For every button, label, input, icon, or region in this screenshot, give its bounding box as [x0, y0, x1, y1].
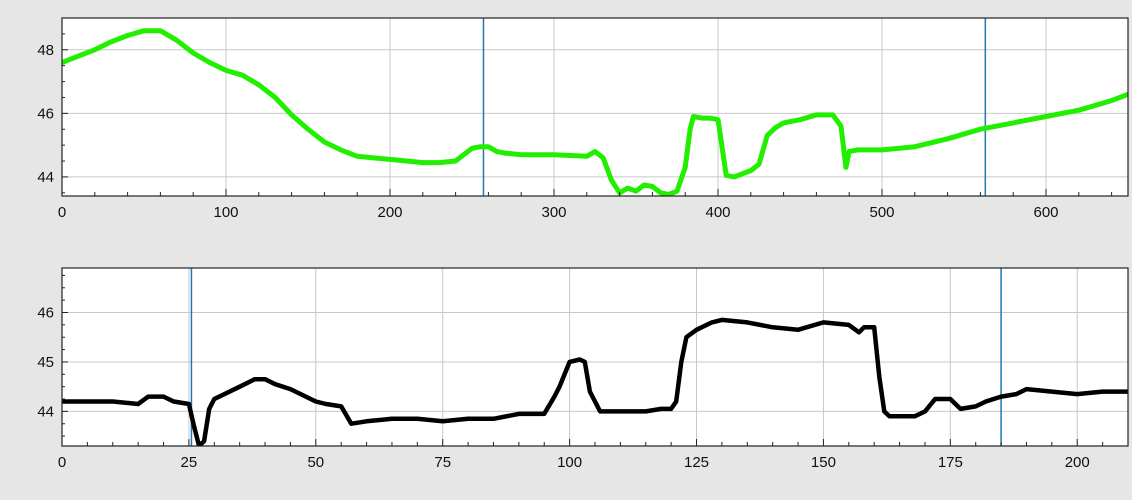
x-tick-label: 175: [938, 454, 963, 471]
y-tick-label: 48: [37, 42, 54, 59]
y-tick-label: 46: [37, 305, 54, 322]
x-tick-label: 125: [684, 454, 709, 471]
x-tick-label: 600: [1033, 204, 1058, 221]
x-tick-label: 200: [377, 204, 402, 221]
chart-panel-2: 0 25 50 75 100 125 150 175 200 44 45 46: [37, 267, 1129, 471]
x-tick-label: 75: [434, 454, 451, 471]
x-tick-label: 300: [541, 204, 566, 221]
plot-area: [62, 268, 1128, 446]
x-tick-label: 25: [181, 454, 198, 471]
y-tick-label: 45: [37, 354, 54, 371]
x-tick-label: 400: [705, 204, 730, 221]
y-tick-label: 44: [37, 403, 54, 420]
plot-border: [61, 17, 1129, 197]
x-tick-label: 50: [307, 454, 324, 471]
x-tick-label: 200: [1065, 454, 1090, 471]
plot-area: [62, 18, 1128, 196]
x-tick-label: 500: [869, 204, 894, 221]
x-tick-label: 100: [557, 454, 582, 471]
y-tick-label: 44: [37, 169, 54, 186]
series-line: [62, 317, 1128, 446]
x-tick-label: 150: [811, 454, 836, 471]
x-tick-label: 0: [58, 454, 66, 471]
series-line: [62, 28, 1128, 196]
chart-panel-1: 0 100 200 300 400 500 600 44 46 48: [37, 17, 1129, 221]
x-tick-label: 100: [213, 204, 238, 221]
y-tick-label: 46: [37, 105, 54, 122]
x-tick-label: 0: [58, 204, 66, 221]
